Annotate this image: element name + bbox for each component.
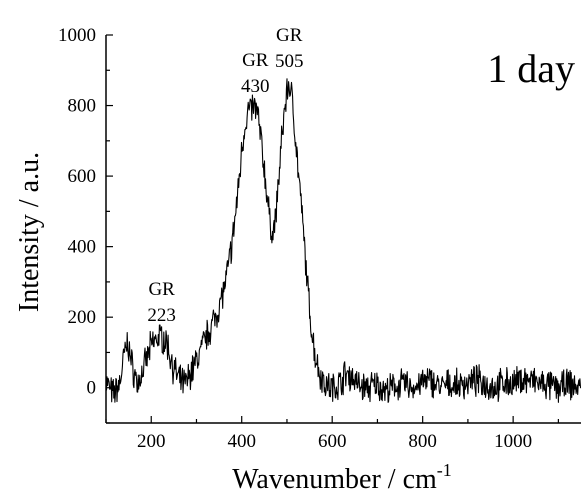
peak-annotation-name: GR <box>242 50 269 71</box>
y-axis: 0 200 400 600 800 1000 <box>58 25 113 424</box>
x-tick-label: 400 <box>227 431 256 452</box>
peak-annotation-value: 430 <box>241 76 270 97</box>
spectrum-line <box>105 78 582 403</box>
y-tick-label: 400 <box>68 237 97 258</box>
x-axis-title: Wavenumber / cm-1 <box>232 460 452 495</box>
peak-annotation-value: 505 <box>275 51 304 72</box>
y-axis-title: Intensity / a.u. <box>14 152 45 312</box>
y-tick-label: 800 <box>68 96 97 117</box>
x-tick-label: 800 <box>408 431 437 452</box>
plot-frame <box>105 35 581 424</box>
series-layer <box>105 78 582 403</box>
peak-annotation-name: GR <box>148 279 175 300</box>
x-axis: 200 400 600 800 1000 <box>105 416 559 452</box>
x-tick-label: 600 <box>318 431 347 452</box>
panel-label: 1 day <box>487 46 575 91</box>
annotation-layer: GR 223 GR 430 GR 505 <box>147 25 303 326</box>
y-tick-label: 0 <box>87 378 97 399</box>
x-axis-title-superscript: -1 <box>437 460 452 480</box>
x-tick-label: 1000 <box>494 431 532 452</box>
y-tick-label: 1000 <box>58 25 96 46</box>
x-axis-title-main: Wavenumber / cm <box>232 464 437 495</box>
y-tick-label: 200 <box>68 307 97 328</box>
peak-annotation-value: 223 <box>147 305 176 326</box>
y-tick-label: 600 <box>68 166 97 187</box>
peak-annotation-name: GR <box>276 25 303 46</box>
x-tick-label: 200 <box>137 431 166 452</box>
